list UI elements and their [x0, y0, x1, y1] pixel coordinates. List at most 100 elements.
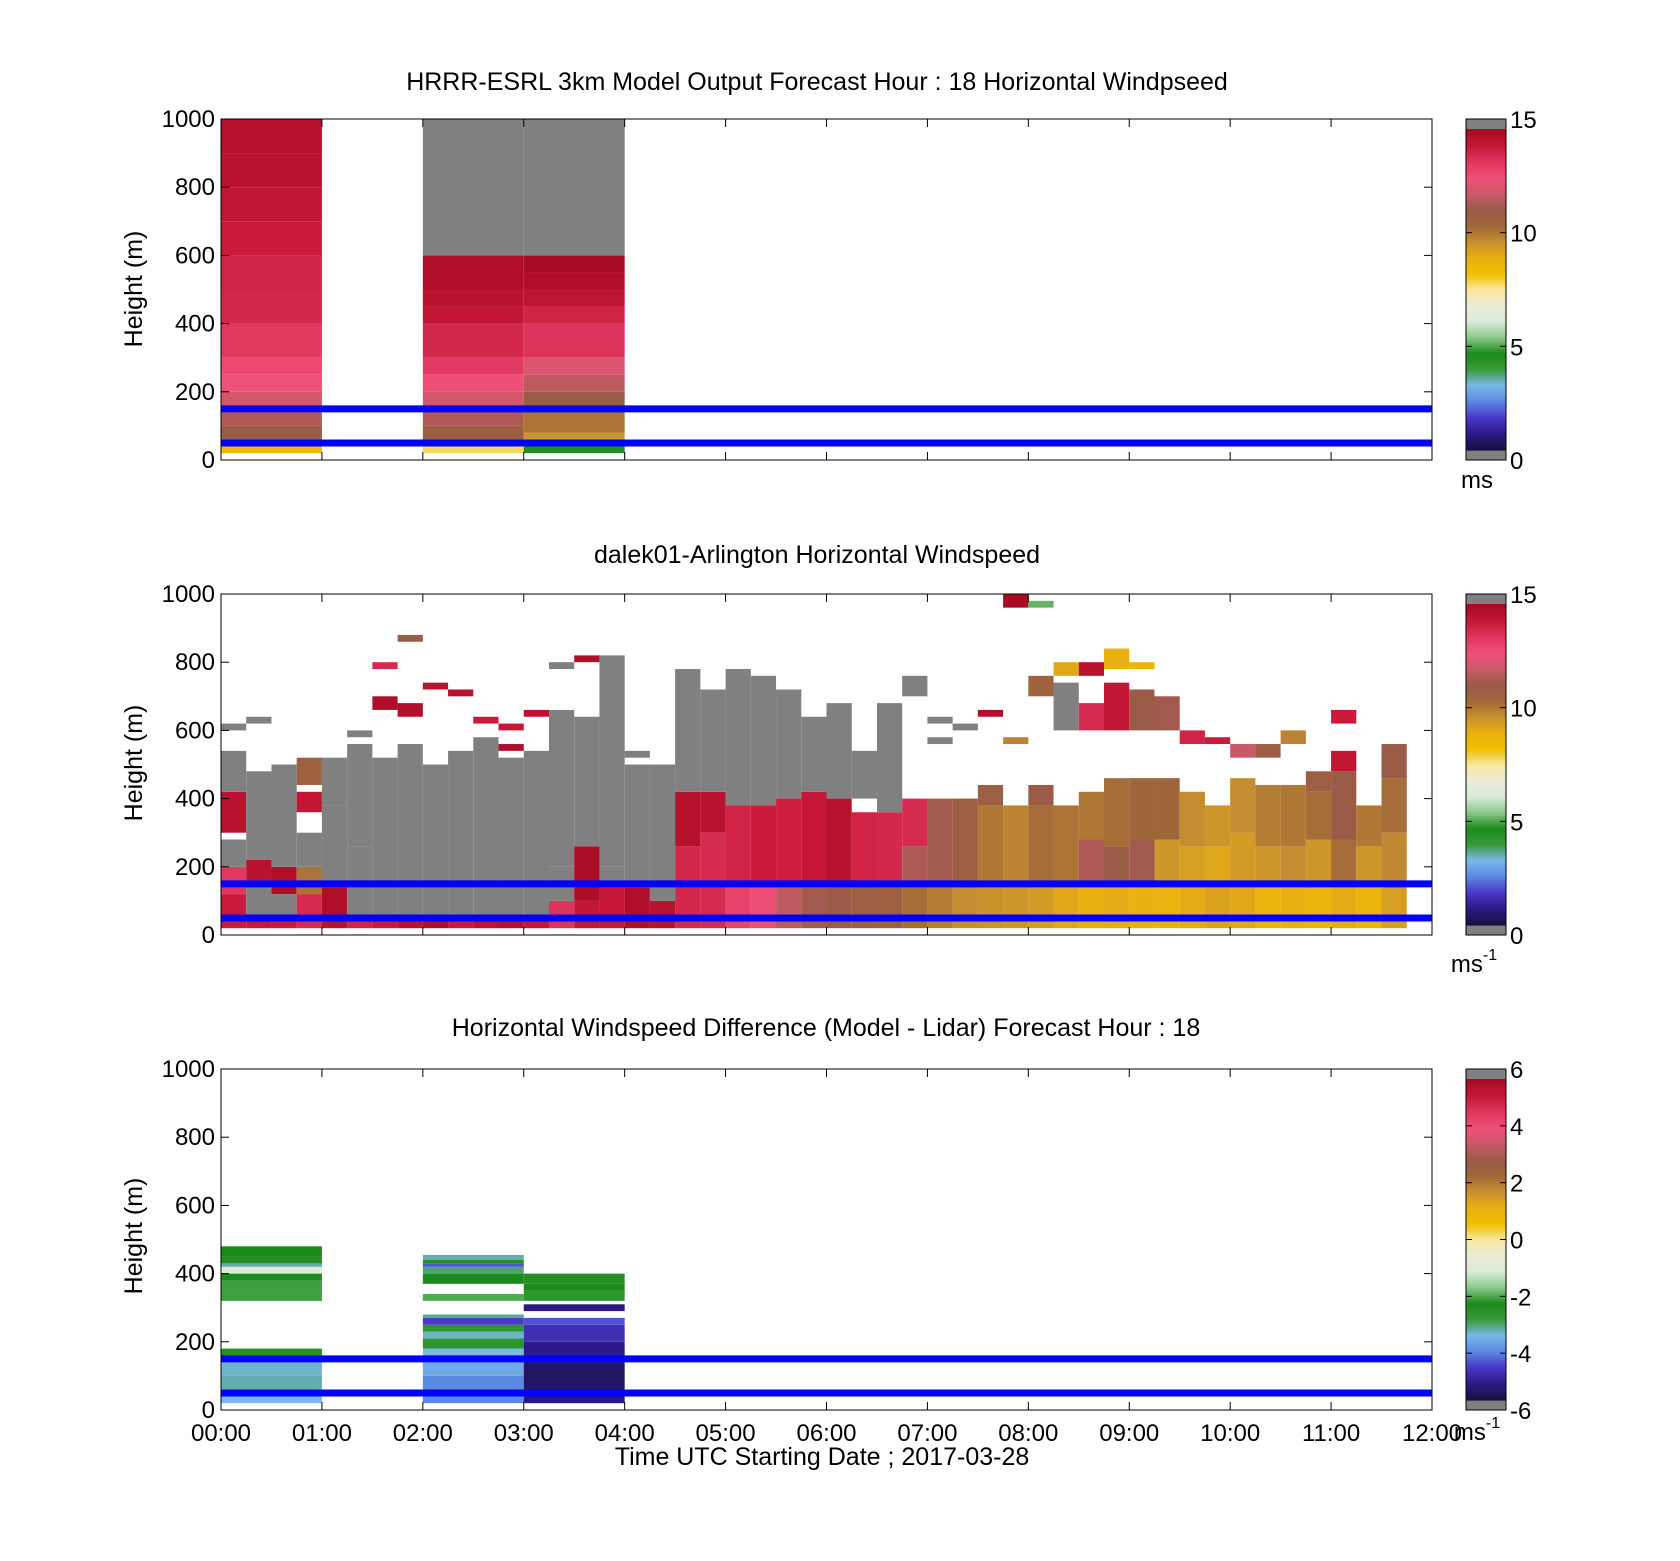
colorbar-unit: ms-1 — [1451, 947, 1497, 978]
colorbar-swatch — [1466, 1223, 1506, 1227]
axis-ticks: 0 200 400 600 800 1000 — [162, 106, 1433, 474]
y-axis-label: Height (m) — [120, 1178, 148, 1295]
colorbar-swatch — [1466, 324, 1506, 328]
colorbar-swatch — [1466, 316, 1506, 320]
colorbar-swatch — [1466, 708, 1506, 712]
colorbar-swatch — [1466, 716, 1506, 720]
heatmap-cell — [1381, 832, 1407, 888]
colorbar-swatch — [1466, 1394, 1506, 1398]
heatmap-cell — [221, 119, 322, 154]
heatmap-cell — [221, 723, 247, 731]
colorbar-swatch — [1466, 828, 1506, 832]
colorbar-frame — [1465, 593, 1507, 936]
colorbar-swatch — [1466, 1097, 1506, 1101]
colorbar-swatch — [1466, 793, 1506, 798]
colorbar-swatch — [1466, 1298, 1506, 1302]
heatmap-cell — [1154, 887, 1180, 929]
colorbar-swatch — [1466, 692, 1506, 696]
colorbar-swatch — [1466, 1255, 1506, 1259]
heatmap-cell — [801, 887, 827, 929]
colorbar-swatch — [1466, 1266, 1506, 1270]
heatmap-cell — [1331, 839, 1357, 888]
heatmap-cell — [221, 255, 322, 290]
colorbar-swatch — [1466, 606, 1506, 610]
colorbar-swatch — [1466, 343, 1506, 347]
colorbar-cap — [1466, 1069, 1506, 1079]
x-tick-label: 09:00 — [1099, 1420, 1159, 1447]
colorbar-swatch — [1466, 1290, 1506, 1294]
colorbar-swatch — [1466, 268, 1506, 272]
heatmap-cell — [826, 703, 852, 799]
colorbar-swatch — [1466, 649, 1506, 653]
colorbar-swatch — [1466, 351, 1506, 355]
colorbar-swatch — [1466, 1301, 1506, 1305]
heatmap-cell — [1053, 682, 1079, 731]
heatmap-cell — [246, 771, 272, 860]
colorbar-swatch — [1466, 1322, 1506, 1326]
colorbar-swatch — [1466, 842, 1506, 846]
heatmap-cell — [952, 723, 978, 731]
colorbar-swatch — [1466, 201, 1506, 205]
colorbar-swatch — [1466, 906, 1506, 910]
heatmap-cell — [523, 750, 549, 915]
colorbar-swatch — [1466, 799, 1506, 803]
heatmap-cell — [750, 675, 777, 806]
colorbar-swatch — [1466, 284, 1506, 288]
colorbar-swatch — [1466, 1210, 1506, 1214]
heatmap-cell — [221, 221, 322, 256]
colorbar-swatch — [1466, 1151, 1506, 1155]
colorbar-swatch — [1466, 855, 1506, 859]
colorbar-swatch — [1466, 1145, 1506, 1150]
colorbar-swatch — [1466, 345, 1506, 349]
colorbar-swatch — [1466, 641, 1506, 645]
colorbar-swatch — [1466, 415, 1506, 419]
colorbar-swatch — [1466, 356, 1506, 360]
colorbar-swatch — [1466, 636, 1506, 640]
colorbar-swatch — [1466, 300, 1506, 304]
heatmap-cells — [221, 594, 1407, 929]
heatmap-cell — [221, 446, 322, 454]
y-tick-label: 0 — [202, 922, 215, 949]
heatmap-cell — [397, 634, 423, 642]
colorbar-swatch — [1466, 1263, 1506, 1267]
colorbar-swatch — [1466, 1365, 1506, 1369]
x-tick-label: 12:00 — [1402, 1420, 1462, 1447]
colorbar-swatch — [1466, 359, 1506, 363]
colorbar-swatch — [1466, 423, 1506, 427]
colorbar-cap — [1466, 1400, 1506, 1410]
heatmap-cell — [523, 119, 625, 256]
heatmap-cell — [876, 703, 903, 813]
colorbar-swatch — [1466, 1311, 1506, 1315]
colorbar-swatch — [1466, 753, 1506, 758]
colorbar-swatch — [1466, 604, 1506, 608]
heatmap-cell — [498, 744, 524, 751]
y-tick-label: 200 — [175, 379, 215, 406]
y-tick-label: 0 — [202, 447, 215, 474]
colorbar-swatch — [1466, 206, 1506, 210]
heatmap-cell — [523, 323, 625, 358]
colorbar-swatch — [1466, 439, 1506, 443]
heatmap-cell — [902, 675, 928, 697]
heatmap-cell — [221, 425, 322, 440]
colorbar-swatch — [1466, 759, 1506, 763]
colorbar-swatch — [1466, 1202, 1506, 1206]
heatmap-cell — [876, 812, 903, 888]
colorbar-swatch — [1466, 1108, 1506, 1112]
colorbar-swatch — [1466, 751, 1506, 755]
colorbar-swatch — [1466, 820, 1506, 824]
x-tick-label: 02:00 — [393, 1420, 453, 1447]
colorbar-swatch — [1466, 1341, 1506, 1345]
x-tick-label: 11:00 — [1302, 1420, 1360, 1447]
colorbar-tick-label: 4 — [1510, 1114, 1523, 1141]
heatmap-cell — [221, 1348, 322, 1356]
colorbar-swatch — [1466, 137, 1506, 141]
panel-lidar: dalek01-Arlington Horizontal Windspeed H… — [120, 541, 1537, 978]
heatmap-cell — [1331, 887, 1357, 929]
colorbar-swatch — [1466, 294, 1506, 299]
colorbar-swatch — [1466, 1383, 1506, 1388]
colorbar-swatch — [1466, 252, 1506, 256]
colorbar-swatch — [1466, 1095, 1506, 1099]
heatmap-cell — [1230, 744, 1256, 758]
colorbar-tick-label: -4 — [1510, 1341, 1531, 1368]
